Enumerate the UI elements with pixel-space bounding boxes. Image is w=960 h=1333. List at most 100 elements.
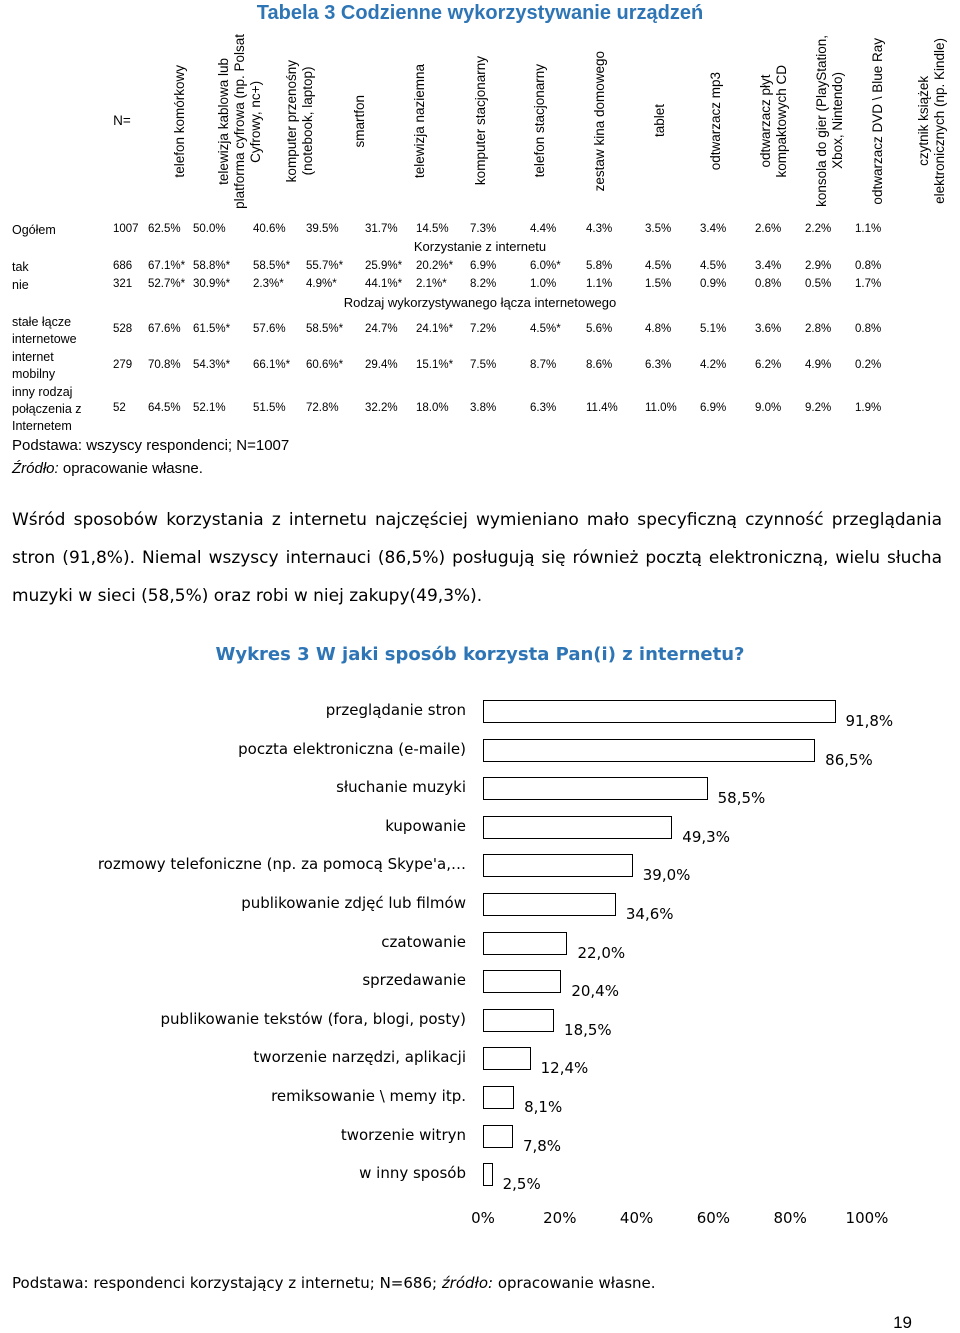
table-cell: 9.0% (755, 402, 782, 414)
bar-category-label: czatowanie (381, 932, 466, 951)
table-cell: 18.0% (416, 402, 449, 414)
table-row-label: inny rodzaj połączenia z Internetem (12, 385, 82, 433)
table-cell: 3.4% (700, 223, 727, 235)
table-header-label: konsola do gier (PlayStation, Xbox, Nint… (814, 35, 845, 207)
table-cell: 6.3% (645, 359, 672, 371)
table-cell: 686 (113, 260, 133, 272)
table-header-label: telewizja naziemna (412, 63, 427, 179)
table-row-label: internet mobilny (12, 350, 56, 381)
table-cell: 3.4% (755, 260, 782, 272)
table-cell: 57.6% (253, 323, 286, 335)
table-cell: 5.1% (700, 323, 727, 335)
table-header-7: telefon stacjonarny (510, 28, 570, 214)
table-cell: 58.5%* (306, 323, 344, 335)
bar-value-label: 22,0% (577, 943, 626, 962)
table-cell: 0.5% (805, 278, 832, 290)
x-tick-label: 0% (471, 1209, 495, 1227)
bar (483, 1163, 493, 1187)
table-header-label: smartfon (352, 94, 367, 148)
table-cell: 11.0% (645, 402, 677, 414)
table-cell: 6.9% (470, 260, 497, 272)
bar (483, 815, 673, 839)
table-cell: 5.6% (586, 323, 613, 335)
table-header-6: komputer stacjonarny (451, 28, 511, 214)
table-cell: 5.8% (586, 260, 613, 272)
bar (483, 931, 568, 955)
table-header-9: tablet (630, 28, 690, 214)
table-cell: 58.5%* (253, 260, 291, 272)
x-tick-label: 100% (845, 1209, 889, 1227)
bar-value-label: 86,5% (825, 750, 873, 769)
bar-value-label: 91,8% (845, 712, 894, 730)
table-row-label: tak (12, 260, 29, 274)
table-header-10: odtwarzacz mp3 (686, 28, 746, 214)
table-cell: 66.1%* (253, 359, 291, 371)
table-section-heading: Korzystanie z internetu (413, 239, 547, 254)
table-cell: 62.5% (148, 223, 181, 235)
table-cell: 4.2% (700, 359, 727, 371)
bar (483, 1086, 515, 1109)
table-cell: 30.9%* (193, 278, 231, 290)
bar-value-label: 20,4% (571, 982, 619, 1001)
bar (483, 893, 616, 916)
table-cell: 67.1%* (148, 260, 186, 272)
table-cell: 1.9% (855, 402, 882, 414)
table-header-1: telefon komórkowy (150, 28, 210, 214)
table-source-label: Źródło: (12, 460, 59, 477)
table-cell: 6.3% (530, 402, 557, 414)
table-cell: 6.0%* (530, 260, 561, 272)
table-header-2: telewizja kablowa lub platforma cyfrowa … (210, 28, 270, 214)
bar-category-label: tworzenie witryn (340, 1125, 466, 1144)
table-header-13: odtwarzacz DVD \ Blue Ray (848, 28, 908, 214)
table-cell: 3.5% (645, 223, 672, 235)
table-header-label: telewizja kablowa lub platforma cyfrowa … (216, 33, 263, 209)
table-cell: 2.2% (805, 223, 832, 235)
table-cell: 52.7%* (148, 278, 186, 290)
bar-category-label: publikowanie zdjęć lub filmów (241, 894, 466, 912)
table-cell: 7.3% (470, 223, 497, 235)
table-cell: 29.4% (365, 359, 398, 371)
bar-value-label: 39,0% (642, 866, 691, 885)
table-cell: 0.8% (755, 278, 782, 290)
table-cell: 1007 (113, 223, 139, 235)
table-cell: 51.5% (253, 402, 286, 414)
table-cell: 4.9%* (306, 278, 337, 290)
table-cell: 1.5% (645, 278, 672, 290)
table-source: Źródło: opracowanie własne. (12, 460, 203, 477)
table-row-label: Ogółem (12, 223, 56, 237)
bar (483, 1047, 531, 1071)
table-cell: 4.5% (645, 260, 672, 272)
table-title: Tabela 3 Codzienne wykorzystywanie urząd… (256, 2, 704, 24)
table-cell: 50.0% (193, 223, 226, 235)
table-row-label: stałe łącze internetowe (12, 315, 77, 346)
table-cell: 39.5% (306, 223, 339, 235)
x-tick-label: 20% (543, 1209, 577, 1227)
table-cell: 3.6% (755, 323, 782, 335)
chart-title: Wykres 3 W jaki sposób korzysta Pan(i) z… (215, 644, 745, 665)
table-cell: 20.2%* (416, 260, 454, 272)
table-cell: 60.6%* (306, 359, 344, 371)
bar-value-label: 58,5% (717, 789, 766, 808)
bar-category-label: przeglądanie stron (325, 701, 466, 719)
bar-value-label: 12,4% (540, 1059, 589, 1078)
table-cell: 528 (113, 323, 133, 335)
table-cell: 0.2% (855, 359, 882, 371)
table-cell: 7.5% (470, 359, 497, 371)
table-cell: 15.1%* (416, 359, 454, 371)
table-cell: 11.4% (586, 402, 618, 414)
chart-footnote-basis: Podstawa: respondenci korzystający z int… (12, 1274, 442, 1292)
table-cell: 0.9% (700, 278, 727, 290)
bar-value-label: 2,5% (502, 1175, 541, 1194)
table-basis: Podstawa: wszyscy respondenci; N=1007 (12, 437, 290, 454)
table-header-4: smartfon (330, 28, 390, 214)
table-header-label: telefon stacjonarny (532, 64, 547, 178)
table-source-text: opracowanie własne. (58, 460, 203, 477)
bar-category-label: poczta elektroniczna (e-maile) (238, 739, 466, 758)
table-cell: 4.9% (805, 359, 832, 371)
table-cell: 24.1%* (416, 323, 454, 335)
table-cell: 8.7% (530, 359, 557, 371)
bar-category-label: sprzedawanie (362, 971, 466, 990)
bar-category-label: tworzenie narzędzi, aplikacji (253, 1048, 466, 1067)
table-cell: 40.6% (253, 223, 286, 235)
table-cell: 8.2% (470, 278, 497, 290)
